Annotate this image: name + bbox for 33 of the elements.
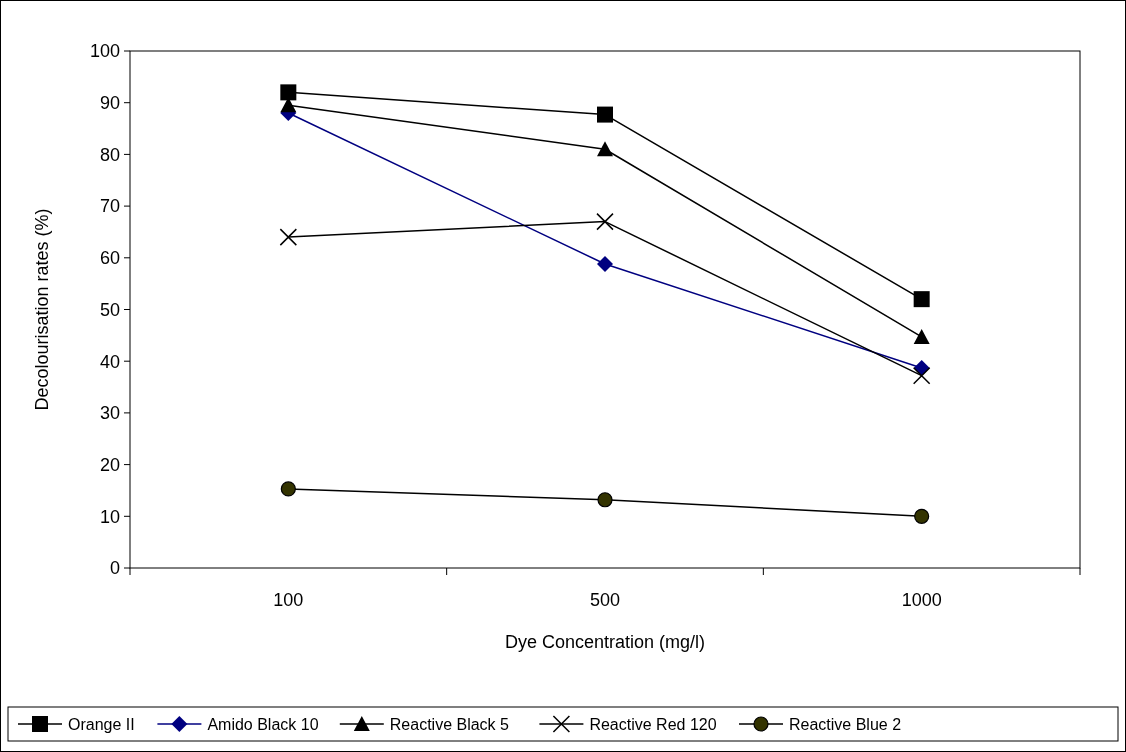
- y-tick-label: 10: [99, 506, 120, 527]
- x-tick-label: 100: [273, 590, 304, 610]
- y-tick-label: 50: [99, 299, 120, 320]
- y-tick-label: 90: [99, 93, 120, 113]
- y-tick-label: 40: [99, 351, 120, 372]
- y-tick-label: 60: [99, 248, 120, 269]
- point: [280, 481, 296, 497]
- legend-label: Reactive Black 5: [389, 715, 510, 733]
- point: [912, 366, 931, 385]
- point: [280, 84, 297, 101]
- y-tick-label: 80: [99, 144, 120, 165]
- point: [597, 106, 613, 123]
- x-tick-label: 500: [589, 590, 621, 610]
- x-tick-label: 1000: [901, 590, 942, 610]
- legend-label: Amido Black 10: [207, 715, 319, 733]
- point: [279, 228, 298, 246]
- y-tick-label: 70: [99, 196, 120, 217]
- point: [597, 492, 613, 508]
- y-tick-label: 30: [99, 403, 120, 424]
- point: [913, 291, 930, 308]
- point: [914, 508, 930, 524]
- y-tick-label: 20: [99, 454, 120, 475]
- y-tick-label: 100: [89, 41, 120, 62]
- point: [597, 256, 613, 272]
- legend-label: Reactive Blue 2: [789, 715, 902, 733]
- point: [597, 141, 613, 157]
- y-axis-title: Decolourisation rates (%): [32, 208, 52, 411]
- point: [913, 328, 930, 344]
- legend-label: Orange II: [68, 715, 135, 733]
- x-axis-title: Dye Concentration (mg/l): [504, 632, 706, 652]
- y-tick-label: 0: [109, 558, 120, 579]
- legend-label: Reactive Red 120: [589, 715, 717, 733]
- point: [596, 212, 614, 231]
